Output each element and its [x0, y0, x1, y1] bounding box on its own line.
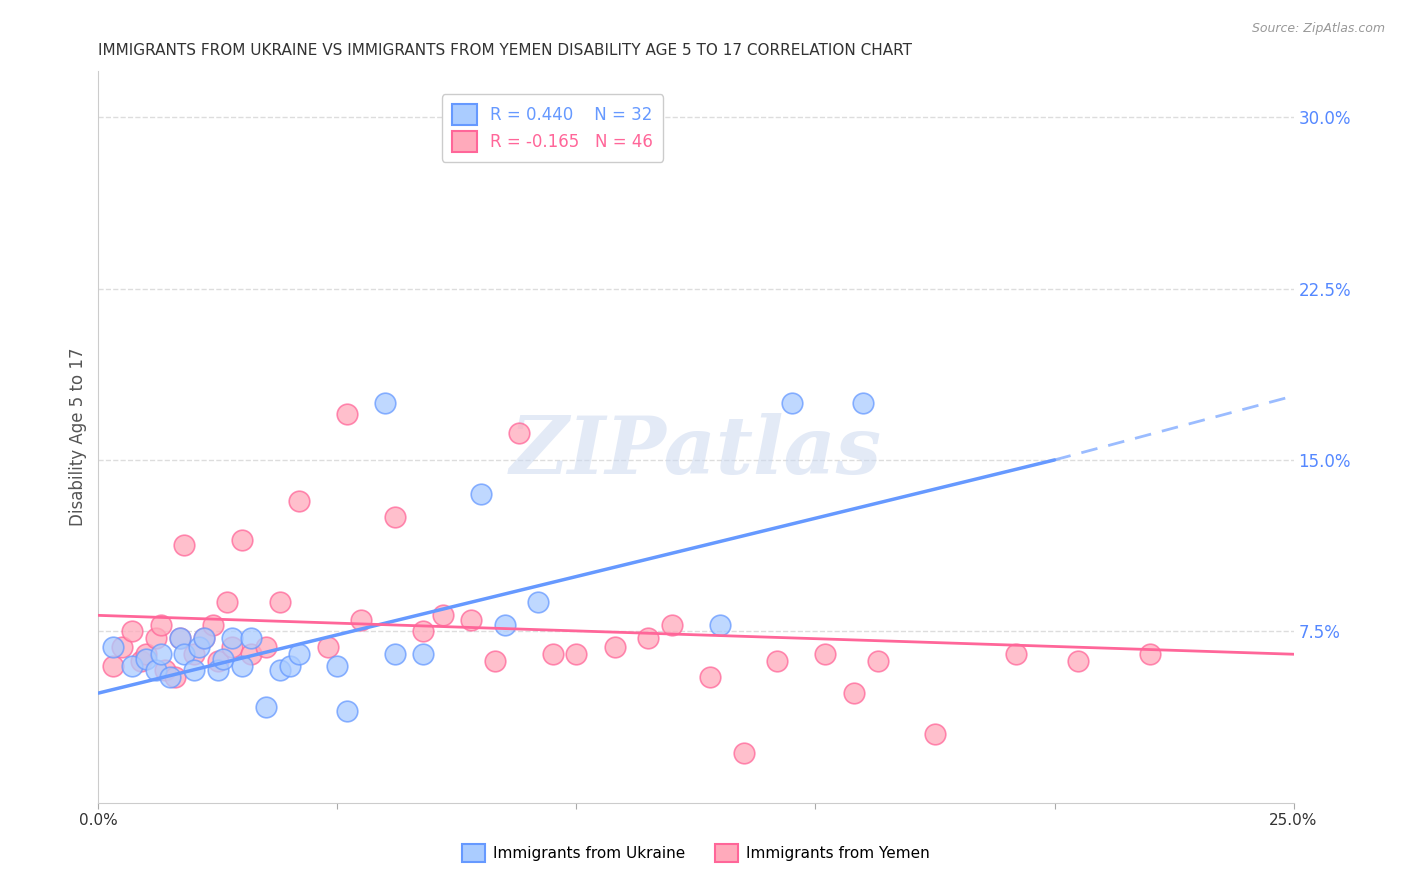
Point — [766, 654, 789, 668]
Point — [135, 652, 157, 666]
Point — [163, 670, 186, 684]
Point — [470, 487, 492, 501]
Point — [173, 647, 195, 661]
Point — [101, 658, 124, 673]
Point — [637, 632, 659, 646]
Point — [384, 647, 406, 661]
Point — [541, 647, 564, 661]
Point — [254, 640, 277, 655]
Point — [173, 537, 195, 551]
Point — [374, 396, 396, 410]
Point — [221, 640, 243, 655]
Point — [1067, 654, 1090, 668]
Text: ZIPatlas: ZIPatlas — [510, 413, 882, 491]
Point — [661, 617, 683, 632]
Point — [924, 727, 946, 741]
Point — [709, 617, 731, 632]
Point — [541, 121, 564, 136]
Point — [288, 647, 311, 661]
Point — [1005, 647, 1028, 661]
Point — [187, 640, 209, 655]
Point — [780, 396, 803, 410]
Point — [101, 640, 124, 655]
Text: Source: ZipAtlas.com: Source: ZipAtlas.com — [1251, 22, 1385, 36]
Point — [350, 613, 373, 627]
Point — [135, 647, 157, 661]
Point — [508, 425, 530, 440]
Point — [384, 510, 406, 524]
Point — [155, 663, 177, 677]
Y-axis label: Disability Age 5 to 17: Disability Age 5 to 17 — [69, 348, 87, 526]
Point — [183, 663, 205, 677]
Point — [240, 647, 263, 661]
Point — [460, 613, 482, 627]
Point — [699, 670, 721, 684]
Point — [336, 705, 359, 719]
Point — [131, 654, 153, 668]
Point — [202, 617, 225, 632]
Point — [852, 396, 875, 410]
Point — [121, 658, 143, 673]
Point — [326, 658, 349, 673]
Point — [121, 624, 143, 639]
Point — [231, 658, 253, 673]
Point — [269, 595, 291, 609]
Point — [316, 640, 339, 655]
Point — [169, 632, 191, 646]
Point — [603, 640, 626, 655]
Point — [254, 699, 277, 714]
Point — [217, 595, 239, 609]
Point — [211, 652, 233, 666]
Point — [207, 654, 229, 668]
Point — [1139, 647, 1161, 661]
Point — [565, 647, 588, 661]
Point — [149, 647, 172, 661]
Point — [111, 640, 134, 655]
Point — [145, 663, 167, 677]
Point — [484, 654, 506, 668]
Point — [193, 632, 215, 646]
Point — [231, 533, 253, 547]
Point — [814, 647, 837, 661]
Point — [432, 608, 454, 623]
Point — [169, 632, 191, 646]
Text: IMMIGRANTS FROM UKRAINE VS IMMIGRANTS FROM YEMEN DISABILITY AGE 5 TO 17 CORRELAT: IMMIGRANTS FROM UKRAINE VS IMMIGRANTS FR… — [98, 43, 912, 58]
Point — [269, 663, 291, 677]
Point — [183, 647, 205, 661]
Point — [527, 595, 550, 609]
Legend: Immigrants from Ukraine, Immigrants from Yemen: Immigrants from Ukraine, Immigrants from… — [456, 838, 936, 868]
Point — [412, 624, 434, 639]
Point — [733, 746, 755, 760]
Point — [866, 654, 889, 668]
Point — [842, 686, 865, 700]
Point — [193, 632, 215, 646]
Point — [145, 632, 167, 646]
Point — [240, 632, 263, 646]
Point — [412, 647, 434, 661]
Point — [278, 658, 301, 673]
Point — [207, 663, 229, 677]
Point — [159, 670, 181, 684]
Point — [288, 494, 311, 508]
Point — [149, 617, 172, 632]
Point — [336, 407, 359, 421]
Point — [221, 632, 243, 646]
Point — [494, 617, 516, 632]
